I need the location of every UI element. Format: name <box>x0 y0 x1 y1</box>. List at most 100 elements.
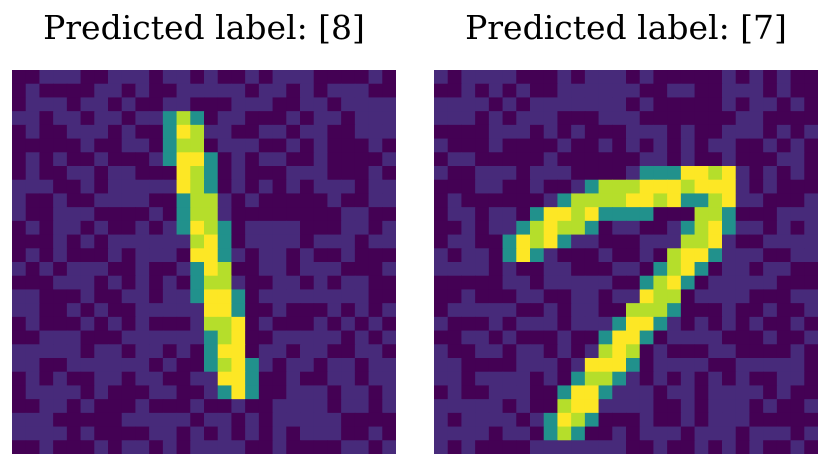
pixel-cell <box>66 399 82 414</box>
pixel-cell <box>176 344 191 359</box>
pixel-cell <box>39 440 54 454</box>
pixel-cell <box>447 399 463 414</box>
pixel-cell <box>66 330 82 345</box>
pixel-cell <box>680 70 696 85</box>
pixel-cell <box>12 358 27 373</box>
pixel-cell <box>790 412 805 428</box>
pixel-cell <box>708 248 723 263</box>
pixel-cell <box>53 207 68 222</box>
pixel-cell <box>245 97 260 112</box>
pixel-cell <box>217 399 233 414</box>
digit-image-left <box>12 70 396 454</box>
pixel-cell <box>190 111 205 126</box>
pixel-cell <box>749 289 764 304</box>
pixel-cell <box>790 193 805 208</box>
pixel-cell <box>557 316 572 332</box>
pixel-cell <box>502 358 517 373</box>
pixel-cell <box>121 234 137 249</box>
pixel-cell <box>749 262 764 277</box>
pixel-cell <box>272 412 287 428</box>
pixel-cell <box>639 385 655 400</box>
pixel-cell <box>341 440 356 454</box>
pixel-cell <box>108 83 123 99</box>
pixel-cell <box>245 289 260 304</box>
pixel-cell <box>530 97 545 112</box>
pixel-cell <box>368 303 383 318</box>
pixel-cell <box>135 83 150 99</box>
pixel-cell <box>327 166 342 181</box>
pixel-cell <box>722 83 737 99</box>
pixel-cell <box>763 207 778 222</box>
pixel-cell <box>204 262 219 277</box>
pixel-cell <box>66 220 82 236</box>
pixel-cell <box>447 262 463 277</box>
pixel-cell <box>135 344 150 359</box>
pixel-cell <box>327 248 342 263</box>
pixel-cell <box>25 275 41 291</box>
pixel-cell <box>162 426 178 441</box>
pixel-cell <box>300 97 315 112</box>
pixel-cell <box>382 289 396 304</box>
pixel-cell <box>488 207 504 222</box>
pixel-cell <box>790 152 805 167</box>
pixel-cell <box>258 412 274 428</box>
pixel-cell <box>516 220 531 236</box>
pixel-cell <box>94 152 109 167</box>
pixel-cell <box>258 262 274 277</box>
pixel-cell <box>53 70 68 85</box>
pixel-cell <box>434 207 449 222</box>
pixel-cell <box>286 262 301 277</box>
pixel-cell <box>135 111 150 126</box>
pixel-cell <box>190 358 205 373</box>
pixel-cell <box>461 344 476 359</box>
pixel-cell <box>804 426 818 441</box>
pixel-cell <box>80 275 95 291</box>
pixel-cell <box>488 358 504 373</box>
pixel-cell <box>598 138 613 153</box>
pixel-cell <box>354 358 370 373</box>
pixel-cell <box>245 152 260 167</box>
pixel-cell <box>571 124 586 140</box>
pixel-cell <box>776 344 792 359</box>
pixel-cell <box>516 371 531 387</box>
pixel-cell <box>488 426 504 441</box>
pixel-cell <box>571 371 586 387</box>
pixel-cell <box>108 248 123 263</box>
pixel-cell <box>639 371 655 387</box>
pixel-cell <box>25 316 41 332</box>
pixel-cell <box>776 179 792 195</box>
pixel-cell <box>790 289 805 304</box>
pixel-cell <box>217 303 233 318</box>
pixel-cell <box>571 248 586 263</box>
pixel-cell <box>108 399 123 414</box>
pixel-cell <box>121 289 137 304</box>
pixel-cell <box>190 234 205 249</box>
pixel-cell <box>286 207 301 222</box>
pixel-cell <box>135 193 150 208</box>
pixel-cell <box>368 220 383 236</box>
pixel-cell <box>502 138 517 153</box>
pixel-cell <box>667 234 682 249</box>
pixel-cell <box>557 124 572 140</box>
pixel-cell <box>626 193 641 208</box>
pixel-cell <box>53 344 68 359</box>
pixel-cell <box>176 385 191 400</box>
pixel-cell <box>121 303 137 318</box>
pixel-cell <box>80 111 95 126</box>
pixel-cell <box>735 124 751 140</box>
pixel-cell <box>626 358 641 373</box>
pixel-cell <box>258 248 274 263</box>
pixel-cell <box>584 138 600 153</box>
pixel-cell <box>447 248 463 263</box>
pixel-cell <box>694 399 709 414</box>
pixel-cell <box>488 289 504 304</box>
pixel-cell <box>258 193 274 208</box>
pixel-cell <box>749 344 764 359</box>
pixel-cell <box>804 330 818 345</box>
pixel-cell <box>475 179 490 195</box>
pixel-cell <box>162 138 178 153</box>
pixel-cell <box>722 152 737 167</box>
pixel-cell <box>708 138 723 153</box>
pixel-cell <box>804 385 818 400</box>
pixel-cell <box>612 358 627 373</box>
